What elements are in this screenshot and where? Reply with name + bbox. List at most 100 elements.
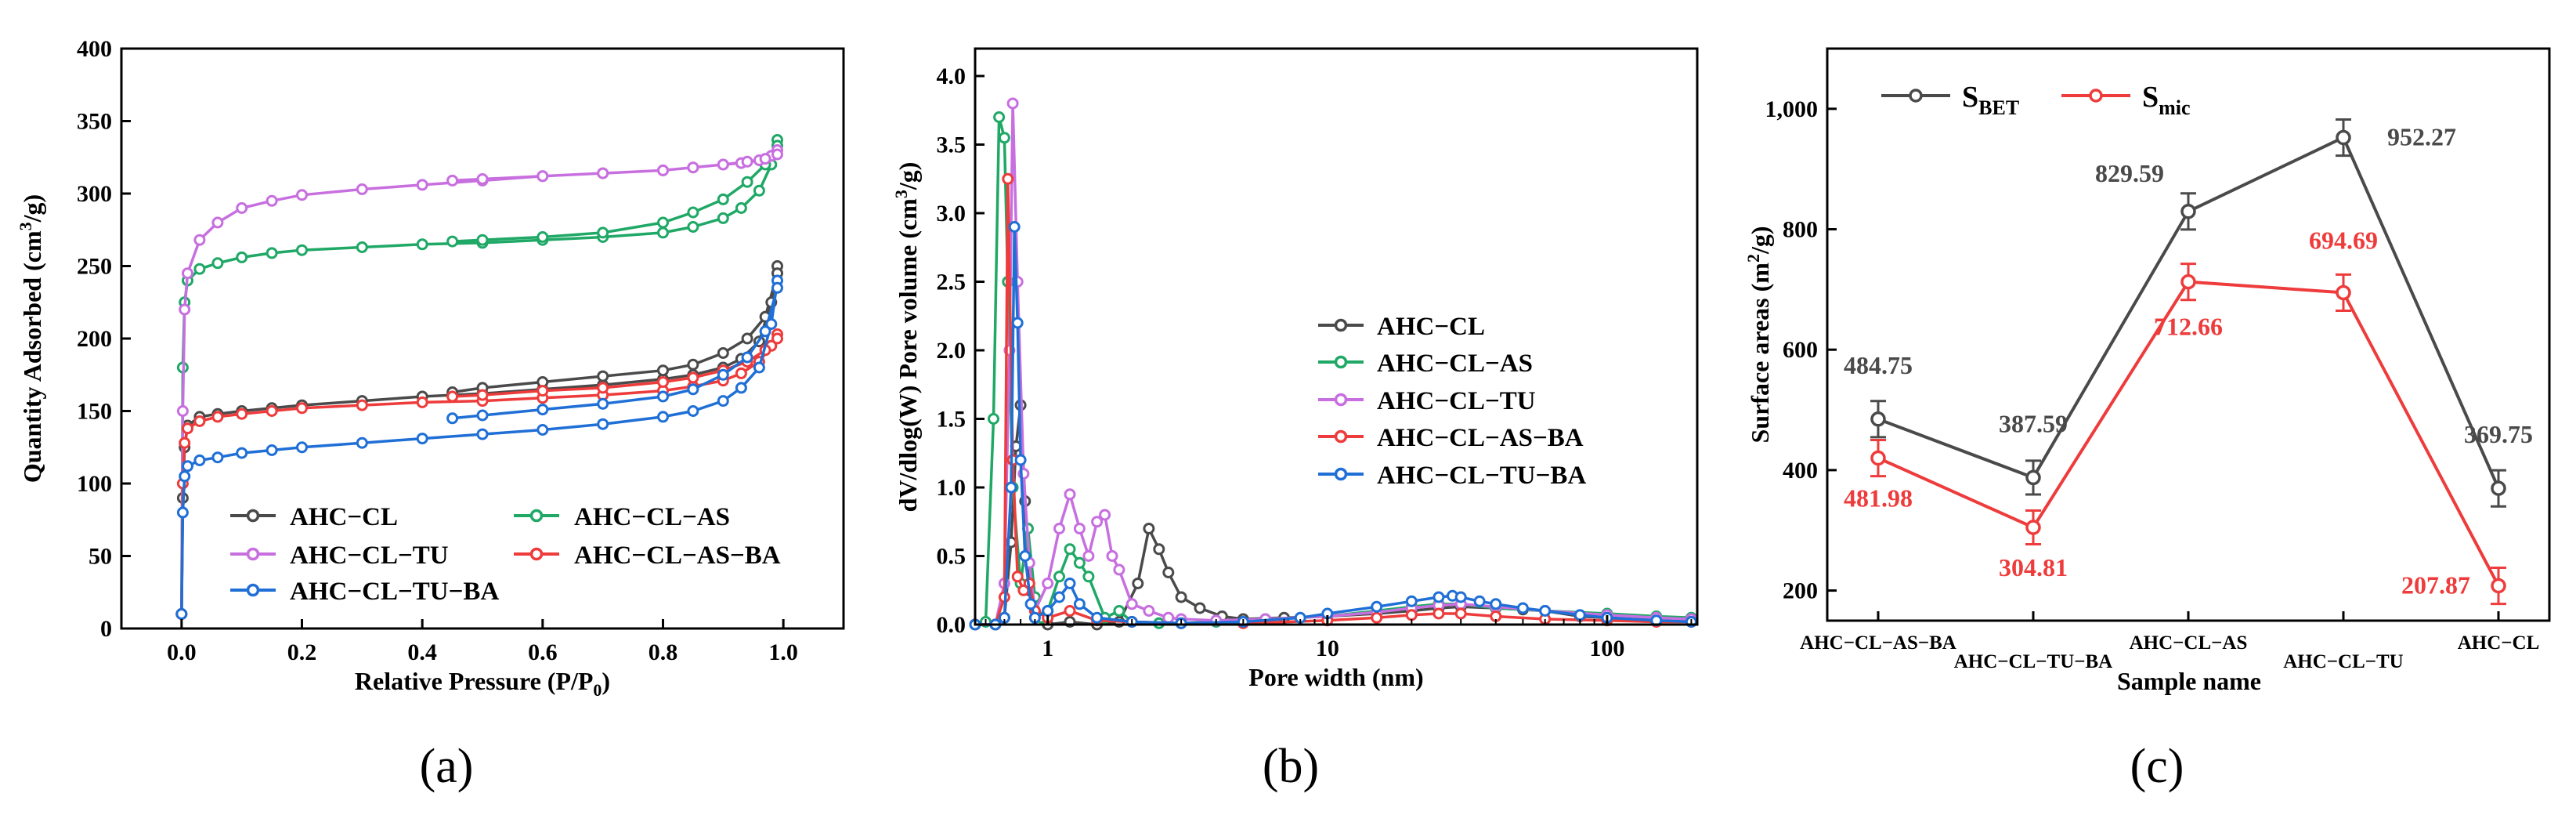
data-point (1099, 509, 1111, 521)
panel-b-x-axis-label: Pore width (nm) (1248, 663, 1423, 691)
panel-a-x-tick-label: 0.0 (167, 639, 197, 665)
panel-c-data: 484.75 387.59 829.59 952.27 369.75 481.98 304.… (1844, 118, 2533, 606)
data-point (211, 216, 224, 229)
legend-marker-ahc-cl-as-ba (1334, 429, 1348, 444)
data-point (537, 170, 549, 183)
data-point (193, 234, 206, 246)
data-point (1019, 550, 1031, 562)
data-point (1042, 578, 1054, 589)
data-point (2491, 578, 2506, 594)
legend-item-ahc-cl-tu-ba: AHC−CL−TU−BA (230, 578, 499, 606)
data-point (296, 244, 308, 256)
data-point (1516, 602, 1529, 614)
data-point (988, 413, 999, 425)
data-label-s-bet: 387.59 (1999, 409, 2068, 437)
data-point (1073, 523, 1086, 534)
data-point (175, 608, 188, 620)
panel-a-y-tick-label: 100 (77, 471, 112, 497)
data-point (296, 402, 308, 415)
legend-marker-s-mic (2089, 89, 2103, 103)
panel-c-y-tick-label: 200 (1783, 578, 1818, 604)
panel-b-x-tick-label: 10 (1316, 636, 1339, 661)
data-point (1064, 543, 1076, 556)
data-label-s-mic: 712.66 (2154, 313, 2223, 341)
data-point (1106, 550, 1118, 562)
data-point (176, 405, 189, 417)
legend-item-ahc-cl-tu-ba: AHC−CL−TU−BA (1318, 462, 1586, 490)
panel-c-legend: SBET Smic (1881, 81, 2191, 119)
data-point (1870, 450, 1886, 466)
data-point (1113, 605, 1125, 617)
data-point (1175, 591, 1187, 603)
series-line-ahc-cl-as-ba (975, 179, 1692, 626)
data-point (476, 409, 489, 422)
data-point (717, 193, 729, 205)
series-ahc-cl-as (969, 111, 1697, 631)
data-point (597, 382, 609, 394)
data-label-s-bet: 829.59 (2095, 159, 2164, 187)
panel-a-y-tick-label: 300 (77, 181, 112, 207)
legend-label-ahc-cl-tu: AHC−CL−TU (1377, 387, 1536, 415)
legend-label-ahc-cl-as: AHC−CL−AS (574, 503, 730, 531)
data-point (179, 436, 191, 449)
data-point (182, 267, 193, 280)
legend-label-ahc-cl-as-ba: AHC−CL−AS−BA (574, 542, 781, 570)
data-point (735, 202, 747, 214)
data-point (1011, 570, 1024, 583)
data-point (1082, 570, 1095, 583)
data-point (753, 361, 765, 374)
data-point (193, 454, 206, 466)
legend-label-ahc-cl-tu: AHC−CL−TU (290, 542, 449, 570)
data-point (1011, 317, 1024, 329)
panel-c: 484.75 387.59 829.59 952.27 369.75 481.98 304.… (1743, 47, 2551, 793)
data-point (179, 303, 191, 316)
data-point (416, 179, 428, 191)
panel-a-y-tick-label: 200 (77, 326, 112, 352)
data-point (741, 176, 753, 188)
series-s-bet (1870, 118, 2506, 508)
panel-a-y-tick-label: 400 (77, 36, 112, 62)
panel-c-x-tick-label: AHC−CL−AS (2130, 632, 2248, 654)
data-point (1125, 598, 1138, 610)
data-point (597, 226, 609, 239)
data-point (657, 390, 669, 403)
data-point (597, 418, 609, 430)
legend-item-ahc-cl-tu: AHC−CL−TU (1318, 387, 1536, 415)
data-point (179, 470, 191, 483)
panel-c-x-tick-label: AHC−CL−TU−BA (1954, 651, 2112, 672)
data-point (735, 367, 747, 379)
panel-a: 0.0 0.2 0.4 0.6 0.8 1.0 0 50 100 150 200 250 300 350 4… (16, 36, 845, 793)
data-point (1143, 605, 1155, 617)
panel-a-y-tick-label: 350 (77, 109, 112, 135)
data-point (2025, 520, 2041, 535)
data-point (2491, 480, 2506, 496)
data-point (296, 441, 308, 454)
panel-c-x-axis-label: Sample name (2117, 667, 2261, 695)
legend-label-ahc-cl: AHC−CL (1377, 313, 1485, 341)
data-point (537, 404, 549, 416)
data-point (771, 332, 783, 345)
legend-marker-ahc-cl-tu-ba (246, 583, 260, 597)
legend-marker-ahc-cl-tu (1334, 393, 1348, 407)
data-point (1454, 591, 1467, 603)
data-point (476, 173, 489, 185)
data-point (211, 451, 224, 464)
data-point (1053, 523, 1065, 534)
legend-item-s-bet: SBET (1881, 81, 2019, 119)
data-point (236, 408, 248, 420)
data-point (1053, 570, 1065, 583)
data-point (1162, 567, 1175, 578)
series-ahc-cl-as (175, 134, 783, 620)
data-point (476, 389, 489, 401)
legend-marker-ahc-cl (246, 509, 260, 523)
data-point (771, 281, 783, 294)
data-point (657, 376, 669, 388)
legend-label-ahc-cl-tu-ba: AHC−CL−TU−BA (1377, 462, 1586, 490)
data-point (1073, 598, 1086, 610)
data-point (1454, 607, 1467, 620)
data-point (416, 396, 428, 408)
legend-marker-ahc-cl-as-ba (529, 547, 544, 561)
data-point (1042, 605, 1054, 617)
data-point (735, 382, 747, 394)
